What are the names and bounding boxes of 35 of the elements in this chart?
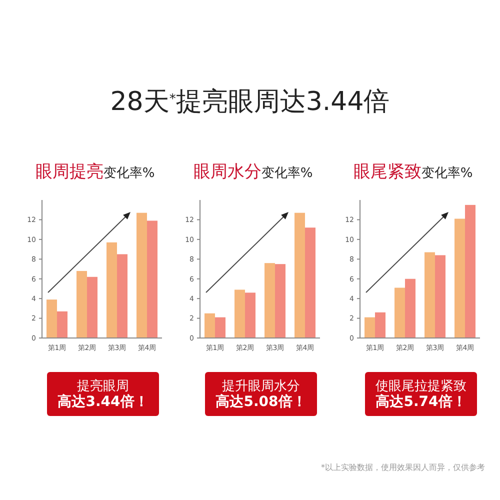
text: *以上实验数据，使用效果因人而异，仅供参考: [321, 463, 485, 472]
bar: [234, 290, 245, 338]
bar: [435, 255, 446, 338]
bar: [305, 228, 316, 338]
bar: [275, 264, 286, 338]
bar: [264, 263, 275, 338]
text: 28天$^{*}$提亮眼周达3.44倍: [110, 87, 390, 117]
text: 提亮眼周: [77, 378, 129, 394]
bar: [46, 300, 57, 338]
bar: [117, 254, 128, 338]
bar: [136, 212, 147, 338]
bar: [204, 313, 215, 338]
bar: [294, 212, 305, 338]
bar: [394, 288, 405, 338]
text: 使眼尾拉提紧致: [376, 379, 466, 394]
bar: [454, 218, 465, 338]
bar: [106, 242, 117, 338]
bar: [405, 278, 416, 338]
bar: [245, 292, 256, 338]
bar: [215, 317, 226, 338]
bar: [57, 311, 68, 338]
chart-title: 眼尾紧致变化率%: [353, 162, 473, 182]
chart-title: 眼周提亮变化率%: [35, 162, 155, 182]
text: 高达5.08倍！: [216, 393, 306, 410]
bar: [147, 220, 158, 338]
chart-title: 眼周水分变化率%: [193, 162, 313, 182]
bar: [364, 317, 375, 338]
text: 高达3.44倍！: [58, 393, 148, 410]
bar: [424, 252, 435, 338]
text: 高达5.74倍！: [376, 393, 466, 410]
bar: [375, 312, 386, 338]
bar: [87, 276, 98, 338]
bar: [465, 204, 476, 338]
text: 提升眼周水分: [222, 379, 300, 394]
bar: [76, 270, 87, 338]
